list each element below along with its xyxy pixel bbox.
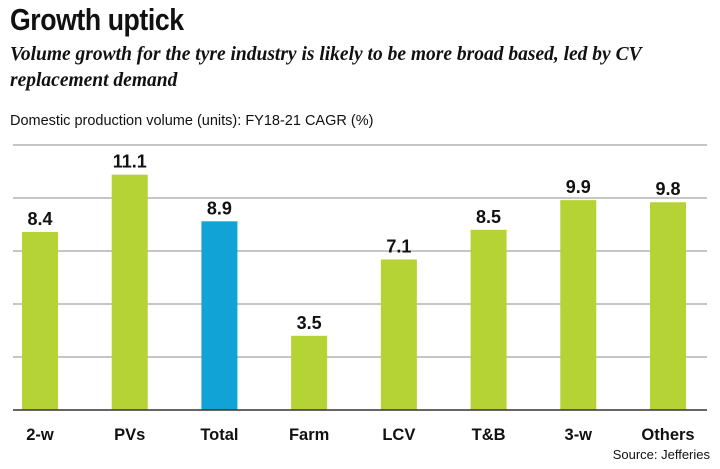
category-label-lcv: LCV bbox=[382, 426, 415, 444]
source-note: Source: Jefferies bbox=[612, 447, 710, 462]
category-label-farm: Farm bbox=[289, 426, 329, 444]
value-label-total: 8.9 bbox=[207, 198, 232, 218]
bar-2-w bbox=[22, 231, 58, 410]
category-label-tandb: T&B bbox=[472, 426, 506, 444]
value-label-pvs: 11.1 bbox=[113, 152, 147, 172]
category-label-others: Others bbox=[641, 426, 694, 444]
bar-total bbox=[201, 221, 238, 410]
value-label-3-w: 9.9 bbox=[566, 177, 591, 197]
chart-subtitle: Volume growth for the tyre industry is l… bbox=[10, 44, 642, 91]
category-label-2-w: 2-w bbox=[26, 426, 54, 444]
value-label-farm: 3.5 bbox=[297, 313, 322, 333]
bar-tandb bbox=[470, 229, 507, 410]
bar-others bbox=[650, 202, 686, 410]
value-label-2-w: 8.4 bbox=[27, 209, 52, 229]
bar-pvs bbox=[111, 174, 148, 410]
bar-lcv bbox=[380, 259, 417, 410]
bar-farm bbox=[291, 335, 328, 410]
category-label-total: Total bbox=[200, 426, 238, 444]
value-label-tandb: 8.5 bbox=[476, 207, 501, 227]
value-label-others: 9.8 bbox=[655, 179, 680, 199]
category-label-3-w: 3-w bbox=[565, 426, 593, 444]
category-label-pvs: PVs bbox=[114, 426, 145, 444]
chart-title: Growth uptick bbox=[10, 2, 184, 37]
bar-3-w bbox=[560, 200, 597, 410]
measure-label: Domestic production volume (units): FY18… bbox=[10, 113, 374, 129]
value-label-lcv: 7.1 bbox=[386, 236, 411, 256]
